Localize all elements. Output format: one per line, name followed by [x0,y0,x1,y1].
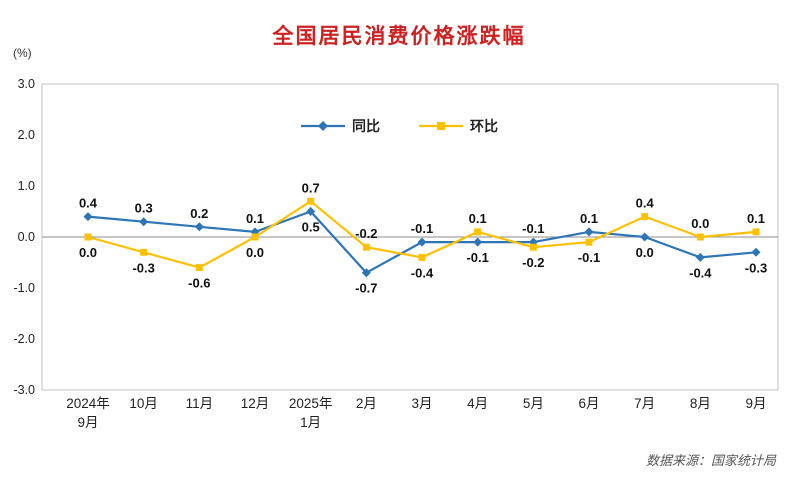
data-label-同比: -0.4 [689,265,712,280]
data-label-环比: -0.2 [355,226,377,241]
data-point-环比 [362,243,370,251]
data-point-同比 [584,227,594,237]
y-tick-label: -3.0 [13,383,35,397]
data-label-环比: 0.7 [302,180,320,195]
data-point-环比 [418,253,426,261]
data-label-同比: -0.1 [466,250,488,265]
data-label-同比: 0.3 [135,201,153,216]
x-tick-label: 10月 [129,396,158,411]
x-tick-label: 1月 [300,415,321,430]
data-label-同比: 0.0 [636,245,654,260]
data-point-环比 [307,197,315,205]
data-label-环比: 0.0 [79,245,97,260]
data-label-同比: -0.7 [355,281,377,296]
data-point-环比 [752,228,760,236]
data-point-环比 [696,233,704,241]
x-tick-label: 9月 [745,396,766,411]
y-tick-label: 1.0 [18,179,35,193]
y-axis-unit-label: (%) [13,46,32,60]
y-tick-label: 3.0 [18,77,35,91]
y-tick-label: -1.0 [13,281,35,295]
chart-title: 全国居民消费价格涨跌幅 [272,25,526,48]
x-tick-label: 3月 [411,396,432,411]
data-label-同比: 0.5 [302,220,320,235]
data-label-同比: -0.3 [745,260,767,275]
data-label-同比: -0.1 [522,221,544,236]
data-point-环比 [585,238,593,246]
x-tick-label: 2024年 [66,396,110,411]
data-label-同比: 0.2 [190,206,208,221]
data-label-环比: 0.0 [246,245,264,260]
data-point-同比 [139,217,149,227]
x-tick-label: 2025年 [289,396,333,411]
x-tick-label: 9月 [77,415,98,430]
data-point-环比 [529,243,537,251]
y-tick-label: 2.0 [18,128,35,142]
data-point-同比 [695,252,705,262]
data-point-同比 [473,237,483,247]
data-point-同比 [751,247,761,257]
data-point-同比 [417,237,427,247]
data-point-环比 [84,233,92,241]
data-label-环比: 0.4 [636,196,655,211]
data-label-环比: -0.4 [411,265,434,280]
data-point-同比 [361,268,371,278]
data-point-同比 [306,207,316,216]
data-label-环比: -0.6 [188,276,210,291]
data-label-环比: -0.2 [522,255,544,270]
data-point-环比 [195,264,203,272]
data-point-环比 [641,213,649,221]
x-tick-label: 5月 [523,396,544,411]
x-tick-label: 4月 [467,396,488,411]
data-point-同比 [83,212,93,222]
data-label-环比: -0.3 [132,260,154,275]
x-tick-label: 7月 [634,396,655,411]
data-point-环比 [251,233,259,241]
y-tick-label: -2.0 [13,332,35,346]
data-label-同比: -0.1 [411,221,433,236]
x-tick-label: 11月 [186,396,214,411]
data-label-同比: 0.1 [246,211,264,226]
data-label-同比: 0.4 [79,196,98,211]
x-tick-label: 6月 [578,396,599,411]
data-point-同比 [194,222,204,232]
data-label-环比: 0.0 [691,216,709,231]
data-label-同比: 0.1 [580,211,598,226]
y-tick-label: 0.0 [18,230,35,244]
data-label-环比: -0.1 [578,250,600,265]
data-point-同比 [640,232,650,242]
x-tick-label: 8月 [690,396,711,411]
data-source-note: 数据来源：国家统计局 [645,453,776,468]
x-tick-label: 12月 [241,396,270,411]
data-label-环比: 0.1 [747,211,765,226]
x-tick-label: 2月 [356,396,377,411]
data-point-环比 [140,248,148,256]
data-label-环比: 0.1 [469,211,487,226]
data-point-环比 [474,228,482,236]
